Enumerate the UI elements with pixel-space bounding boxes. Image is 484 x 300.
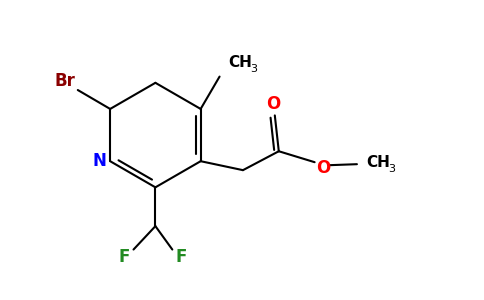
Text: CH: CH — [366, 155, 390, 170]
Text: O: O — [317, 159, 331, 177]
Text: 3: 3 — [388, 164, 395, 174]
Text: F: F — [119, 248, 130, 266]
Text: CH: CH — [228, 55, 252, 70]
Text: N: N — [92, 152, 106, 170]
Text: Br: Br — [55, 72, 76, 90]
Text: O: O — [266, 95, 280, 113]
Text: F: F — [176, 248, 187, 266]
Text: 3: 3 — [250, 64, 257, 74]
